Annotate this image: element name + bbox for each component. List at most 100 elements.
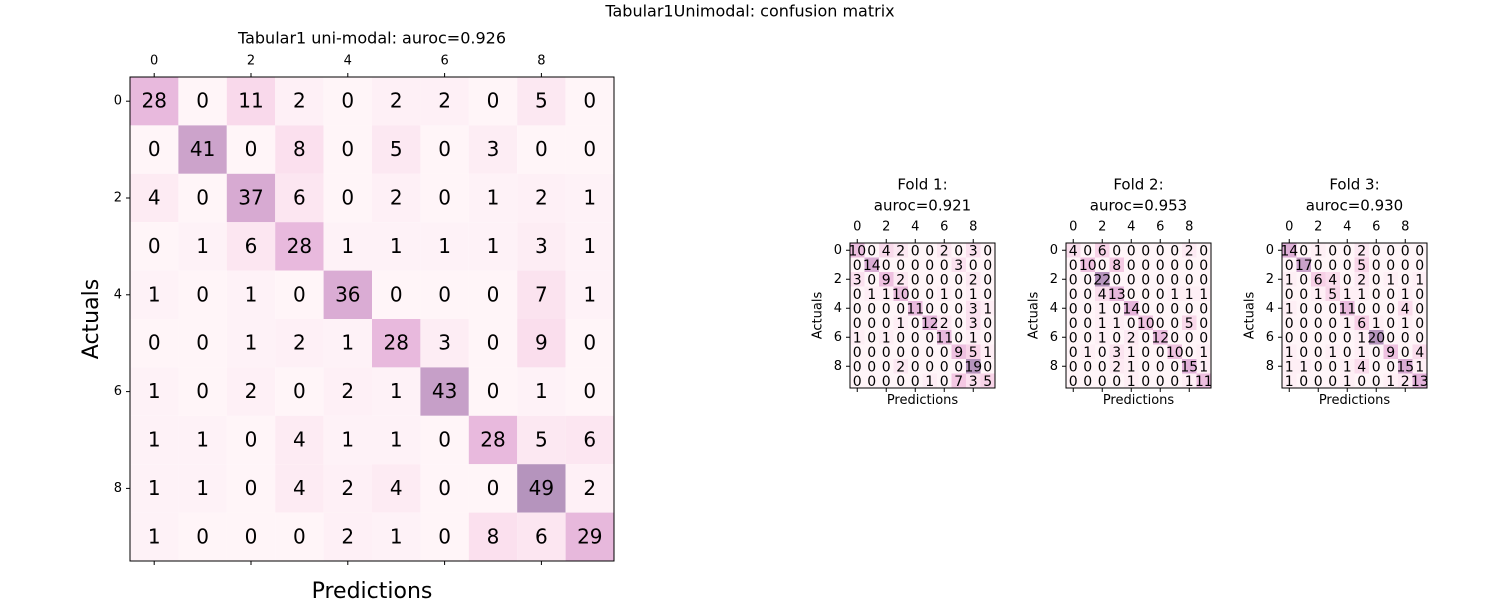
cell-label: 3 <box>535 234 548 258</box>
cell <box>1066 257 1081 272</box>
cell-label: 0 <box>245 524 258 548</box>
cell-label: 0 <box>487 476 500 500</box>
cell <box>908 373 923 388</box>
cell <box>1412 359 1427 374</box>
cell <box>922 344 937 359</box>
cell <box>1138 286 1153 301</box>
cell-label: 1 <box>1314 287 1323 303</box>
cell <box>1124 359 1139 374</box>
cell <box>178 319 227 368</box>
cell <box>966 359 981 374</box>
cell-label: 0 <box>1415 258 1424 274</box>
cell <box>1311 301 1326 316</box>
cell-label: 3 <box>969 316 978 332</box>
cell <box>517 222 566 271</box>
cell-label: 3 <box>487 137 500 161</box>
cell <box>1182 301 1197 316</box>
cell <box>1182 315 1197 330</box>
cell-label: 0 <box>1386 330 1395 346</box>
cell-label: 0 <box>1127 243 1136 259</box>
cell-label: 1 <box>969 287 978 303</box>
cell <box>1296 344 1311 359</box>
cell-label: 0 <box>853 287 862 303</box>
cell <box>893 257 908 272</box>
cell-label: 1 <box>1199 359 1208 375</box>
cell <box>1412 301 1427 316</box>
cell-label: 5 <box>1328 287 1337 303</box>
cell-label: 0 <box>1199 243 1208 259</box>
cell <box>517 464 566 513</box>
cell <box>1138 315 1153 330</box>
cell <box>908 272 923 287</box>
cell <box>1138 330 1153 345</box>
cell-label: 0 <box>925 301 934 317</box>
cell-label: 4 <box>293 476 306 500</box>
cell-label: 0 <box>341 137 354 161</box>
cell <box>468 367 518 416</box>
cell-label: 1 <box>390 428 403 452</box>
chart-title: Fold 2: <box>1113 176 1163 194</box>
cell <box>275 125 324 174</box>
cell-label: 0 <box>1386 359 1395 375</box>
cell-label: 0 <box>882 316 891 332</box>
cell-label: 1 <box>583 186 596 210</box>
cell <box>879 257 894 272</box>
cell-label: 4 <box>1069 243 1078 259</box>
cell <box>178 222 227 271</box>
cell <box>922 286 937 301</box>
cell-label: 0 <box>983 243 992 259</box>
cell <box>1398 344 1413 359</box>
cell-label: 0 <box>1314 316 1323 332</box>
cell-label: 0 <box>1415 316 1424 332</box>
cell <box>1080 344 1095 359</box>
y-tick-label: 4 <box>114 287 122 302</box>
cell <box>1325 286 1340 301</box>
cell-label: 0 <box>925 243 934 259</box>
cell-label: 0 <box>1141 345 1150 361</box>
y-tick-label: 4 <box>834 301 842 316</box>
cell-label: 11 <box>1195 374 1213 390</box>
y-tick-label: 2 <box>114 191 122 206</box>
cell <box>1138 301 1153 316</box>
cell <box>922 243 937 258</box>
cell <box>1398 286 1413 301</box>
cell-label: 0 <box>983 272 992 288</box>
cell-label: 15 <box>1180 359 1198 375</box>
cell <box>864 315 879 330</box>
cell <box>893 301 908 316</box>
cell <box>879 272 894 287</box>
cell-label: 1 <box>148 379 161 403</box>
cell <box>1398 330 1413 345</box>
cell-label: 3 <box>1112 345 1121 361</box>
cell-label: 4 <box>1415 345 1424 361</box>
cell <box>1282 243 1297 258</box>
cell-label: 3 <box>853 272 862 288</box>
cell <box>1066 286 1081 301</box>
cell-label: 3 <box>969 243 978 259</box>
cell <box>420 173 469 223</box>
cell-label: 6 <box>1314 272 1323 288</box>
x-tick-label: 6 <box>1156 220 1164 235</box>
cell-label: 0 <box>1314 374 1323 390</box>
cell <box>1182 272 1197 287</box>
cell-label: 0 <box>1083 359 1092 375</box>
cell <box>1354 315 1369 330</box>
cell-label: 0 <box>1069 345 1078 361</box>
cell-label: 0 <box>1185 272 1194 288</box>
cell <box>1138 359 1153 374</box>
cell <box>1095 330 1110 345</box>
cell-label: 0 <box>1185 330 1194 346</box>
cell <box>130 319 179 368</box>
cell <box>951 344 966 359</box>
cell-label: 49 <box>529 476 554 500</box>
cell <box>1080 359 1095 374</box>
cell-label: 1 <box>1098 330 1107 346</box>
cell <box>1167 330 1182 345</box>
cell-label: 0 <box>1299 345 1308 361</box>
cell-label: 0 <box>882 301 891 317</box>
cell-label: 0 <box>1156 374 1165 390</box>
cell-label: 0 <box>1185 258 1194 274</box>
cell <box>1311 286 1326 301</box>
cell <box>1398 301 1413 316</box>
x-tick-label: 4 <box>911 220 919 235</box>
